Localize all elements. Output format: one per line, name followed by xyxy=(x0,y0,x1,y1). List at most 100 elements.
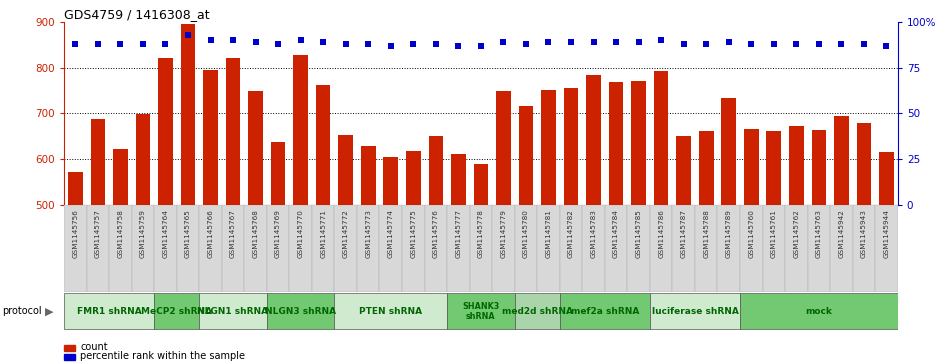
Point xyxy=(225,37,240,43)
Bar xyxy=(425,205,447,292)
Text: GSM1145758: GSM1145758 xyxy=(118,209,123,258)
Text: percentile rank within the sample: percentile rank within the sample xyxy=(80,351,245,362)
Bar xyxy=(64,293,154,329)
Point xyxy=(136,41,151,47)
Bar xyxy=(879,152,894,205)
Bar xyxy=(68,172,83,205)
Point xyxy=(270,41,285,47)
Point xyxy=(788,41,804,47)
Bar xyxy=(514,293,560,329)
Bar xyxy=(830,205,853,292)
Text: FMR1 shRNA: FMR1 shRNA xyxy=(76,307,141,316)
Point xyxy=(654,37,669,43)
Bar xyxy=(200,293,267,329)
Text: GSM1145787: GSM1145787 xyxy=(681,209,687,258)
Bar xyxy=(631,81,646,205)
Point xyxy=(518,41,533,47)
Bar xyxy=(451,154,465,205)
Bar xyxy=(605,205,627,292)
Point xyxy=(316,39,331,45)
Text: GSM1145761: GSM1145761 xyxy=(771,209,777,258)
Bar xyxy=(203,70,218,205)
Bar xyxy=(514,205,537,292)
Point xyxy=(495,39,511,45)
Text: GSM1145784: GSM1145784 xyxy=(613,209,619,258)
Point xyxy=(586,39,601,45)
Text: SHANK3
shRNA: SHANK3 shRNA xyxy=(463,302,499,321)
Bar xyxy=(699,131,713,205)
Text: GSM1145785: GSM1145785 xyxy=(636,209,642,258)
Point xyxy=(541,39,556,45)
Text: GSM1145789: GSM1145789 xyxy=(725,209,732,258)
Bar xyxy=(609,82,624,205)
Bar xyxy=(722,98,736,205)
Bar xyxy=(537,205,560,292)
Text: GSM1145762: GSM1145762 xyxy=(793,209,800,258)
Bar xyxy=(785,205,807,292)
Text: GSM1145782: GSM1145782 xyxy=(568,209,574,258)
Text: MeCP2 shRNA: MeCP2 shRNA xyxy=(141,307,212,316)
Bar xyxy=(334,293,447,329)
Bar xyxy=(158,57,172,205)
Text: GSM1145776: GSM1145776 xyxy=(432,209,439,258)
Point xyxy=(248,39,263,45)
Point xyxy=(834,41,849,47)
Text: GDS4759 / 1416308_at: GDS4759 / 1416308_at xyxy=(64,8,210,21)
Bar xyxy=(856,123,871,205)
Bar xyxy=(289,205,312,292)
Text: GSM1145788: GSM1145788 xyxy=(704,209,709,258)
Text: GSM1145942: GSM1145942 xyxy=(838,209,844,258)
Bar xyxy=(90,119,106,205)
Bar xyxy=(402,205,425,292)
Text: GSM1145774: GSM1145774 xyxy=(388,209,394,258)
Bar xyxy=(492,205,514,292)
Bar xyxy=(177,205,200,292)
Text: GSM1145783: GSM1145783 xyxy=(591,209,596,258)
Text: GSM1145759: GSM1145759 xyxy=(140,209,146,258)
Bar xyxy=(519,106,533,205)
Text: protocol: protocol xyxy=(2,306,41,316)
Point xyxy=(181,32,196,37)
Bar xyxy=(293,55,308,205)
Text: GSM1145775: GSM1145775 xyxy=(411,209,416,258)
Text: GSM1145943: GSM1145943 xyxy=(861,209,867,258)
Text: GSM1145770: GSM1145770 xyxy=(298,209,303,258)
Text: GSM1145757: GSM1145757 xyxy=(95,209,101,258)
Bar xyxy=(361,146,376,205)
Bar xyxy=(695,205,718,292)
Bar xyxy=(650,205,673,292)
Bar xyxy=(586,76,601,205)
Bar xyxy=(853,205,875,292)
Point xyxy=(609,39,624,45)
Bar xyxy=(789,126,804,205)
Bar xyxy=(181,24,195,205)
Bar xyxy=(744,129,758,205)
Point xyxy=(338,41,353,47)
Bar xyxy=(334,205,357,292)
Text: GSM1145944: GSM1145944 xyxy=(884,209,889,258)
Point xyxy=(744,41,759,47)
Bar xyxy=(406,151,421,205)
Bar xyxy=(541,90,556,205)
Text: mef2a shRNA: mef2a shRNA xyxy=(571,307,639,316)
Bar xyxy=(383,158,398,205)
Point xyxy=(158,41,173,47)
Bar xyxy=(249,91,263,205)
Bar xyxy=(834,116,849,205)
Bar xyxy=(221,205,244,292)
Text: GSM1145769: GSM1145769 xyxy=(275,209,281,258)
Bar xyxy=(64,205,87,292)
Text: GSM1145767: GSM1145767 xyxy=(230,209,236,258)
Point xyxy=(856,41,871,47)
Bar xyxy=(470,205,492,292)
Text: GSM1145779: GSM1145779 xyxy=(500,209,507,258)
Bar xyxy=(429,136,443,205)
Bar xyxy=(447,205,470,292)
Bar xyxy=(560,293,650,329)
Bar xyxy=(582,205,605,292)
Bar xyxy=(338,135,353,205)
Bar xyxy=(200,205,221,292)
Bar xyxy=(267,293,334,329)
Bar xyxy=(740,293,898,329)
Point xyxy=(383,43,398,49)
